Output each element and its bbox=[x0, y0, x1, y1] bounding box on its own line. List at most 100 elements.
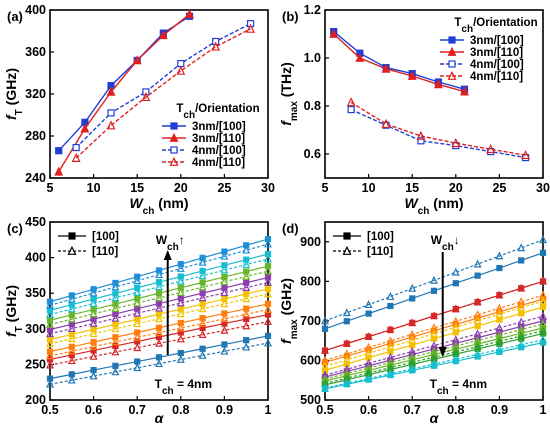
chart-panel-1: 5 10 15 20 25 30 0.6 0.8 1.0 1.2 (b) Wch (nm) fmax (… bbox=[278, 3, 550, 217]
series-line-7-dashed bbox=[49, 243, 269, 306]
data-point bbox=[80, 123, 90, 133]
data-point bbox=[111, 313, 120, 322]
data-point bbox=[72, 143, 80, 152]
data-point bbox=[495, 344, 504, 353]
data-point bbox=[321, 325, 329, 332]
arrow-label-main: W bbox=[156, 233, 168, 247]
data-point bbox=[264, 289, 272, 298]
data-point bbox=[176, 354, 185, 363]
data-point bbox=[409, 295, 416, 302]
data-point bbox=[220, 277, 229, 286]
x-tick-label: 10 bbox=[87, 181, 101, 195]
legend-title-sub: ch bbox=[461, 24, 473, 35]
data-point bbox=[141, 91, 151, 102]
data-point bbox=[176, 287, 185, 296]
data-point bbox=[321, 361, 329, 370]
y-tick-label: 320 bbox=[25, 87, 46, 101]
data-point bbox=[55, 147, 63, 155]
data-point bbox=[474, 322, 481, 330]
data-point bbox=[158, 30, 168, 40]
data-point bbox=[185, 9, 194, 19]
legend-entry: 4nm/[110] bbox=[470, 71, 523, 83]
y-axis-label-sub: max bbox=[289, 101, 300, 121]
data-point bbox=[242, 245, 251, 254]
legend-title-unit: /Orientation bbox=[195, 103, 260, 115]
legend-entry: 3nm/[110] bbox=[470, 47, 523, 59]
data-point bbox=[89, 318, 98, 327]
data-point bbox=[176, 263, 185, 272]
plot-frame bbox=[324, 9, 544, 179]
data-point bbox=[342, 364, 351, 373]
data-point bbox=[212, 37, 220, 46]
data-point bbox=[430, 329, 438, 338]
data-point bbox=[67, 314, 76, 323]
data-point bbox=[89, 288, 98, 297]
data-point bbox=[343, 318, 350, 325]
data-point bbox=[342, 308, 351, 317]
legend-entry: 3nm/[110] bbox=[192, 133, 245, 145]
x-tick-label: 30 bbox=[261, 181, 275, 195]
arrow-label: Wch↑ bbox=[156, 233, 185, 253]
condition-note-sub: ch bbox=[162, 386, 174, 397]
data-point bbox=[264, 277, 272, 286]
data-point bbox=[408, 318, 417, 327]
x-tick-label: 0.6 bbox=[85, 403, 102, 417]
data-point bbox=[111, 282, 120, 291]
data-point bbox=[67, 334, 76, 343]
data-point bbox=[451, 138, 461, 148]
panel-label: (d) bbox=[282, 221, 299, 236]
y-axis-label-main: f bbox=[3, 331, 19, 337]
data-point bbox=[133, 308, 142, 317]
x-tick-label: 1 bbox=[265, 403, 272, 417]
data-point bbox=[451, 354, 460, 363]
data-point bbox=[220, 314, 229, 323]
arrow-head-icon bbox=[163, 250, 172, 260]
data-point bbox=[198, 271, 207, 280]
x-tick-label: 20 bbox=[174, 181, 188, 195]
x-axis-label: α bbox=[430, 410, 440, 425]
data-point bbox=[155, 338, 163, 347]
legend-entry: [100] bbox=[92, 231, 119, 243]
data-point bbox=[342, 339, 351, 347]
legend-marker bbox=[170, 122, 178, 130]
data-point bbox=[321, 316, 329, 325]
legend-marker bbox=[169, 132, 179, 142]
data-point bbox=[89, 298, 98, 307]
data-point bbox=[46, 351, 54, 360]
x-tick-label: 1 bbox=[540, 403, 547, 417]
arrow-label-unit: ↑ bbox=[179, 233, 185, 247]
y-axis-label: fT (GHz) bbox=[3, 285, 25, 337]
data-point bbox=[521, 150, 531, 160]
data-point bbox=[111, 337, 120, 346]
data-point bbox=[264, 317, 272, 326]
y-axis-label-sub: T bbox=[14, 326, 25, 332]
data-point bbox=[246, 20, 255, 28]
y-tick-label: 600 bbox=[300, 353, 321, 367]
data-point bbox=[46, 360, 54, 369]
y-axis-label-unit: (GHz) bbox=[3, 285, 19, 326]
data-point bbox=[46, 379, 54, 388]
data-point bbox=[321, 370, 329, 379]
data-point bbox=[539, 303, 547, 311]
series-line-0 bbox=[58, 15, 190, 152]
data-point bbox=[264, 266, 272, 275]
y-tick-label: 450 bbox=[25, 215, 46, 229]
data-point bbox=[220, 265, 229, 274]
legend-title-main: T bbox=[454, 17, 461, 29]
data-point bbox=[133, 276, 142, 285]
data-point bbox=[430, 359, 438, 368]
x-axis-label-unit: (nm) bbox=[154, 195, 188, 211]
legend-title-main: T bbox=[176, 103, 183, 115]
x-tick-label: 5 bbox=[47, 181, 54, 195]
series-line-5-dashed bbox=[49, 270, 269, 326]
legend-marker bbox=[448, 36, 456, 44]
x-axis-label-unit: (nm) bbox=[429, 195, 463, 211]
data-point bbox=[176, 309, 185, 318]
data-point bbox=[539, 276, 547, 285]
data-point bbox=[176, 334, 185, 343]
series-line-3-dashed bbox=[49, 293, 269, 345]
data-point bbox=[89, 342, 98, 350]
panel-label: (b) bbox=[282, 9, 299, 24]
data-point bbox=[329, 28, 339, 38]
y-tick-label: 900 bbox=[300, 235, 321, 249]
